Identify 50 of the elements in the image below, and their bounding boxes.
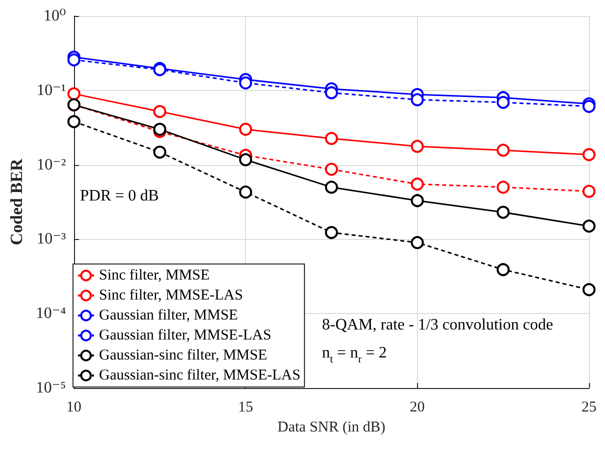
point [496, 96, 510, 109]
point [410, 140, 424, 153]
point [582, 184, 596, 198]
point [153, 105, 166, 118]
y-axis-title: Coded BER [7, 158, 26, 246]
legend-label: Sinc filter, MMSE-LAS [99, 288, 243, 304]
y-tick-label: 10⁻³ [36, 230, 66, 248]
point [239, 153, 252, 166]
y-tick-label: 10⁻⁴ [36, 305, 66, 322]
y-tick-label: 10⁰ [44, 8, 66, 24]
x-axis-title: Data SNR (in dB) [278, 419, 386, 436]
point [582, 283, 596, 296]
point [239, 186, 252, 199]
point [324, 180, 338, 194]
point [496, 206, 510, 219]
point [582, 148, 596, 162]
legend-label: Gaussian-sinc filter, MMSE [99, 348, 268, 364]
x-tick-label: 20 [410, 400, 425, 416]
point [324, 162, 338, 176]
point [324, 132, 338, 145]
point [67, 87, 80, 100]
y-tick-label: 10⁻² [36, 156, 66, 174]
point [410, 194, 424, 208]
point [67, 53, 80, 66]
point [324, 226, 338, 240]
y-tick-label: 10⁻¹ [36, 82, 66, 99]
point [410, 178, 424, 191]
legend-label: Gaussian-sinc filter, MMSE-LAS [99, 368, 300, 384]
point [239, 76, 252, 90]
point [67, 115, 80, 128]
point [496, 144, 510, 157]
y-tick-label: 10⁻⁵ [36, 380, 66, 396]
annotation: PDR = 0 dB [80, 188, 159, 204]
legend-label: Gaussian filter, MMSE-LAS [99, 328, 272, 344]
point [239, 122, 252, 136]
point [582, 100, 596, 113]
point [496, 180, 510, 194]
point [410, 93, 424, 106]
x-tick-label: 10 [66, 400, 82, 416]
point [582, 220, 596, 233]
legend-label: Sinc filter, MMSE [99, 268, 210, 284]
point [153, 146, 166, 159]
point [153, 122, 166, 136]
legend-label: Gaussian filter, MMSE [99, 308, 238, 324]
x-tick-label: 25 [582, 400, 596, 416]
x-tick-label: 15 [238, 400, 254, 416]
point [324, 86, 338, 100]
annotation: 8-QAM, rate - 1/3 convolution code [322, 316, 554, 334]
point [410, 236, 424, 250]
point [496, 263, 510, 276]
